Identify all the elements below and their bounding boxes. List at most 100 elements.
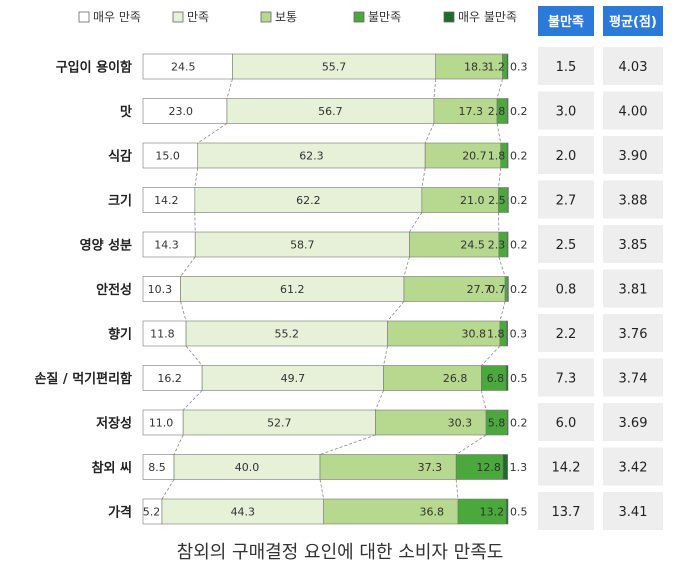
table-cell — [538, 358, 594, 397]
data-label: 5.8 — [488, 417, 506, 430]
bar-segment — [435, 53, 503, 80]
data-label: 44.3 — [231, 506, 256, 519]
table-cell — [603, 47, 663, 85]
table-cell — [538, 47, 594, 85]
dissatisfied-value: 14.2 — [552, 461, 581, 476]
bar-segment — [502, 454, 508, 480]
legend-label: 불만족 — [368, 10, 401, 24]
connector-line — [180, 256, 196, 277]
data-label: 24.5 — [460, 239, 485, 252]
bar-segment — [505, 498, 509, 525]
data-label: 0.2 — [510, 239, 528, 252]
category-label: 손질 / 먹기편리함 — [34, 371, 132, 387]
bar-segment — [194, 231, 410, 258]
data-label: 15.0 — [155, 150, 180, 163]
category-label: 크기 — [108, 194, 132, 209]
bar-segment — [481, 365, 507, 391]
table-cell — [603, 225, 663, 263]
table-cell — [603, 91, 663, 130]
data-label: 5.2 — [143, 506, 161, 519]
data-label: 0.3 — [510, 61, 528, 74]
data-label: 0.2 — [510, 105, 528, 118]
connector-line — [161, 479, 175, 500]
average-value: 3.81 — [619, 283, 648, 298]
data-label: 0.2 — [510, 283, 528, 296]
bar-segment — [375, 409, 487, 436]
table-cell — [538, 492, 594, 530]
average-value: 3.74 — [619, 372, 648, 387]
table-cell — [538, 91, 594, 130]
data-label: 30.3 — [448, 417, 473, 430]
category-label: 영양 성분 — [80, 239, 132, 254]
connector-line — [383, 345, 388, 366]
table-cell — [603, 314, 663, 352]
bar-segment — [506, 98, 509, 124]
bar-segment — [226, 98, 435, 124]
data-label: 61.2 — [280, 283, 305, 296]
data-label: 11.8 — [150, 328, 175, 341]
bar-segment — [142, 409, 184, 436]
bar-segment — [506, 409, 509, 436]
data-label: 2.3 — [488, 239, 506, 252]
bar-segment — [505, 365, 509, 391]
table-cell — [538, 225, 594, 263]
bar-segment — [506, 53, 509, 80]
data-label: 17.3 — [459, 105, 484, 118]
legend-swatch — [172, 11, 184, 23]
dissatisfied-value: 3.0 — [556, 105, 577, 120]
table-cell — [603, 136, 663, 174]
data-label: 6.8 — [487, 372, 505, 385]
data-label: 11.0 — [149, 417, 174, 430]
connector-line — [433, 78, 437, 99]
data-label: 0.5 — [510, 372, 528, 385]
data-label: 62.2 — [296, 194, 321, 207]
table-header-cell — [538, 6, 594, 36]
data-label: 1.8 — [487, 328, 505, 341]
bar-segment — [433, 98, 498, 124]
category-label: 구입이 용이함 — [56, 60, 132, 76]
dissatisfied-value: 13.7 — [552, 505, 581, 520]
table-cell — [603, 492, 663, 530]
data-label: 40.0 — [235, 461, 260, 474]
legend-swatch — [353, 11, 365, 23]
category-label: 참외 씨 — [92, 460, 132, 476]
average-value: 4.00 — [619, 105, 648, 120]
connector-line — [319, 434, 376, 455]
average-value: 3.41 — [619, 505, 648, 520]
data-label: 0.7 — [488, 283, 506, 296]
bar-segment — [142, 98, 228, 124]
data-label: 37.3 — [418, 461, 443, 474]
data-label: 1.2 — [487, 61, 505, 74]
connector-line — [197, 123, 228, 144]
connector-line — [480, 390, 487, 411]
bar-segment — [319, 454, 457, 480]
table-header-label: 불만족 — [548, 14, 584, 30]
bars: 24.5 55.7 18.31.2 0.3 23.0 56.7 17.3 2.8 0.2 15.0… — [142, 53, 528, 525]
dissatisfied-value: 2.7 — [556, 194, 577, 209]
bar-segment — [387, 320, 501, 347]
data-label: 8.5 — [148, 461, 166, 474]
table-cell — [538, 269, 594, 308]
connector-line — [481, 345, 501, 366]
average-value: 3.69 — [619, 416, 648, 431]
legend-label: 만족 — [187, 10, 209, 24]
bar-segment — [507, 187, 509, 213]
connector-line — [498, 256, 506, 277]
dissatisfied-value: 6.0 — [556, 416, 577, 431]
data-label: 0.5 — [510, 506, 528, 519]
dissatisfied-value: 0.8 — [556, 283, 577, 298]
connector-line — [498, 167, 502, 188]
dissatisfied-value: 7.3 — [556, 372, 577, 387]
bar-segment — [194, 187, 423, 213]
connector-line — [496, 78, 503, 99]
category-label: 향기 — [108, 327, 132, 343]
data-label: 24.5 — [171, 61, 196, 74]
data-label: 1.3 — [510, 461, 528, 474]
legend-swatch — [78, 11, 90, 23]
data-label: 10.3 — [148, 283, 173, 296]
connector-line — [424, 123, 435, 144]
data-label: 14.2 — [154, 194, 179, 207]
data-label: 26.8 — [443, 372, 468, 385]
connector-line — [173, 434, 184, 455]
table-cell — [603, 358, 663, 397]
